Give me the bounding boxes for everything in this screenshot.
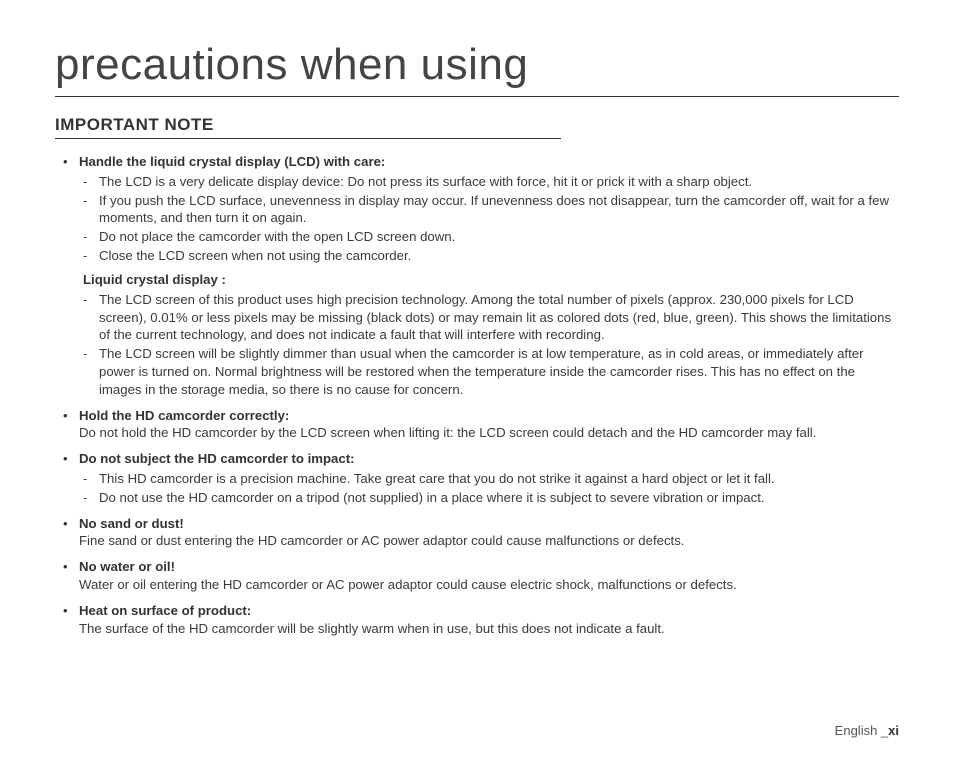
- item-heat-surface: Heat on surface of product: The surface …: [79, 602, 899, 638]
- sub-heading-lcd: Liquid crystal display :: [79, 271, 899, 289]
- sub-list: This HD camcorder is a precision machine…: [79, 470, 899, 507]
- footer-language: English: [835, 723, 881, 738]
- item-hold-correctly: Hold the HD camcorder correctly: Do not …: [79, 407, 899, 443]
- sub-item: The LCD screen will be slightly dimmer t…: [99, 345, 899, 398]
- footer-page-number: xi: [888, 723, 899, 738]
- item-head: No water or oil!: [79, 559, 175, 574]
- item-body: Water or oil entering the HD camcorder o…: [79, 577, 737, 592]
- item-head: Handle the liquid crystal display (LCD) …: [79, 154, 385, 169]
- sub-item: Do not use the HD camcorder on a tripod …: [99, 489, 899, 507]
- page-footer: English _xi: [835, 723, 899, 738]
- item-no-sand: No sand or dust! Fine sand or dust enter…: [79, 515, 899, 551]
- item-body: Fine sand or dust entering the HD camcor…: [79, 533, 684, 548]
- item-head: Do not subject the HD camcorder to impac…: [79, 451, 355, 466]
- sub-item: If you push the LCD surface, unevenness …: [99, 192, 899, 228]
- section-header-important-note: IMPORTANT NOTE: [55, 115, 561, 139]
- item-no-water: No water or oil! Water or oil entering t…: [79, 558, 899, 594]
- sub-item: The LCD screen of this product uses high…: [99, 291, 899, 344]
- item-lcd-care: Handle the liquid crystal display (LCD) …: [79, 153, 899, 399]
- content-body: Handle the liquid crystal display (LCD) …: [55, 153, 899, 638]
- sub-list: The LCD screen of this product uses high…: [79, 291, 899, 399]
- item-head: Hold the HD camcorder correctly:: [79, 408, 289, 423]
- item-head: No sand or dust!: [79, 516, 184, 531]
- sub-item: Do not place the camcorder with the open…: [99, 228, 899, 246]
- page-title: precautions when using: [55, 40, 899, 97]
- sub-item: The LCD is a very delicate display devic…: [99, 173, 899, 191]
- sub-list: The LCD is a very delicate display devic…: [79, 173, 899, 265]
- sub-item: This HD camcorder is a precision machine…: [99, 470, 899, 488]
- item-body: Do not hold the HD camcorder by the LCD …: [79, 425, 816, 440]
- item-head: Heat on surface of product:: [79, 603, 251, 618]
- sub-item: Close the LCD screen when not using the …: [99, 247, 899, 265]
- item-body: The surface of the HD camcorder will be …: [79, 621, 665, 636]
- item-no-impact: Do not subject the HD camcorder to impac…: [79, 450, 899, 506]
- precautions-list: Handle the liquid crystal display (LCD) …: [55, 153, 899, 638]
